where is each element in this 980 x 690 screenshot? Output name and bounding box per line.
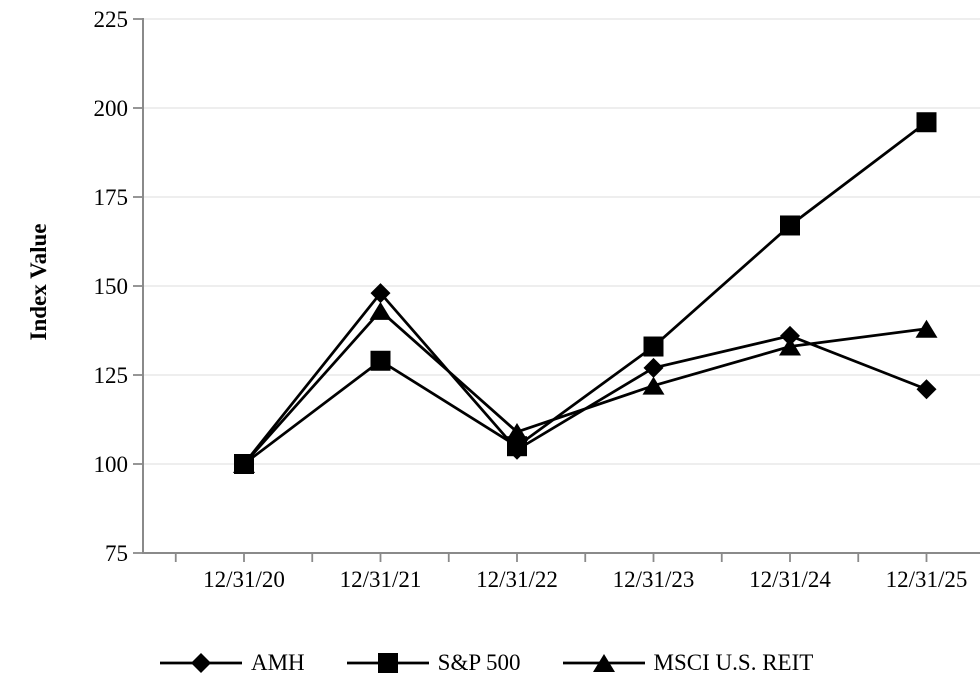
diamond-marker-icon: [160, 653, 242, 673]
legend-item-amh: AMH: [160, 649, 305, 677]
series-line-s-p-500: [243, 121, 928, 466]
triangle-marker-icon: [642, 376, 665, 395]
series-markers-s-p-500: [234, 112, 937, 474]
diamond-marker-icon: [370, 283, 391, 304]
series-markers-amh: [234, 283, 937, 474]
x-tick-label: 12/31/25: [886, 567, 968, 592]
triangle-marker-icon: [915, 319, 938, 338]
legend-label-amh: AMH: [251, 650, 305, 675]
y-tick-label: 150: [94, 274, 129, 299]
square-marker-icon: [234, 454, 254, 474]
x-tick-label: 12/31/24: [749, 567, 831, 592]
square-marker-icon: [370, 350, 391, 371]
y-tick-label: 225: [94, 7, 129, 32]
legend-item-sp-500: S&P 500: [346, 649, 521, 677]
diamond-marker-icon: [191, 653, 211, 673]
square-marker-icon: [377, 653, 398, 673]
diamond-marker-icon: [643, 357, 664, 378]
x-tick-label: 12/31/23: [613, 567, 695, 592]
series-line-msci-u-s-reit: [242, 308, 927, 465]
x-tick-label: 12/31/22: [476, 567, 558, 592]
chart-legend: AMH S&P 500 MSCI U.S. REIT: [160, 649, 813, 677]
diamond-marker-icon: [916, 379, 937, 400]
x-tick-label: 12/31/20: [203, 567, 285, 592]
legend-label-sp-500: S&P 500: [437, 650, 521, 675]
triangle-marker-icon: [592, 654, 615, 672]
legend-label-msci-us-reit: MSCI U.S. REIT: [653, 650, 814, 675]
square-marker-icon: [346, 653, 429, 673]
square-marker-icon: [916, 112, 937, 133]
triangle-marker-icon: [369, 301, 392, 320]
series-line-amh: [242, 290, 928, 465]
y-tick-label: 175: [94, 185, 129, 210]
y-tick-label: 75: [105, 541, 128, 566]
square-marker-icon: [780, 215, 800, 236]
square-marker-icon: [643, 336, 664, 357]
triangle-marker-icon: [562, 654, 645, 672]
triangle-marker-icon: [779, 337, 801, 356]
y-tick-label: 200: [94, 96, 129, 121]
y-tick-label: 100: [94, 452, 129, 477]
y-axis-title: Index Value: [26, 224, 51, 341]
x-tick-label: 12/31/21: [340, 567, 422, 592]
diamond-marker-icon: [780, 325, 800, 346]
series-markers-msci-u-s-reit: [233, 301, 938, 473]
y-tick-label: 125: [94, 363, 129, 388]
square-marker-icon: [507, 436, 527, 457]
legend-item-msci-us-reit: MSCI U.S. REIT: [562, 649, 814, 677]
